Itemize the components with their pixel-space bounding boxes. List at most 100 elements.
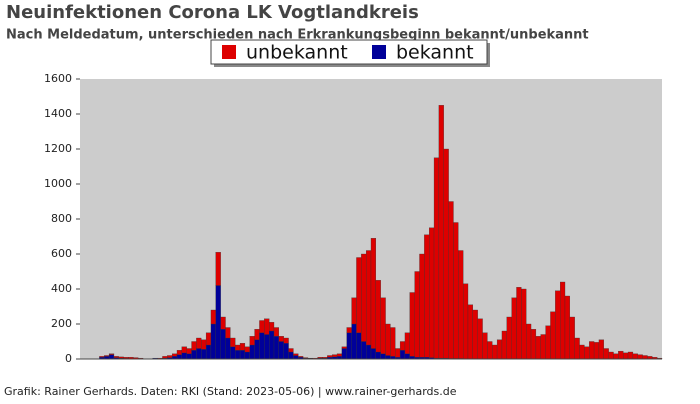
bar-segment [293,356,298,360]
chart-title: Neuinfektionen Corona LK Vogtlandkreis [6,2,419,23]
bar-segment [458,251,463,359]
bar-segment [264,319,269,335]
bar-segment [177,350,182,354]
bar-segment [405,354,410,359]
bar-segment [230,338,235,347]
bar-segment [289,349,294,353]
bar-segment [371,238,376,348]
bar-segment [221,329,226,359]
bar-segment [473,310,478,359]
bar-segment [575,338,580,359]
bar-segment [395,349,400,358]
bar-segment [546,326,551,359]
bar-segment [109,355,114,359]
bar-segment [560,282,565,359]
y-tick-label: 400 [51,282,72,295]
bar-segment [250,345,255,359]
bar-segment [352,324,357,359]
bar-segment [444,149,449,358]
bar-segment [289,352,294,359]
bar-segment [366,251,371,346]
bar-segment [361,342,366,360]
bar-segment [386,324,391,356]
y-tick-label: 1000 [44,177,72,190]
bar-segment [250,336,255,345]
bar-segment [323,357,328,358]
bar-segment [274,336,279,359]
bar-segment [453,223,458,359]
bar-segment [463,284,468,359]
bar-segment [487,342,492,360]
bar-segment [400,350,405,359]
bar-segment [497,340,502,359]
bar-segment [424,235,429,358]
bar-segment [381,298,386,354]
bar-segment [284,343,289,359]
bar-segment [521,289,526,359]
bar-segment [410,293,415,357]
bar-segment [541,335,546,360]
bar-segment [187,349,192,354]
bar-segment [240,343,245,350]
bar-segment [390,328,395,357]
bar-segment [274,328,279,337]
bar-segment [643,356,648,360]
bar-segment [99,356,104,357]
bar-segment [332,355,337,357]
bar-segment [536,336,541,359]
y-tick-label: 1200 [44,142,72,155]
bar-segment [512,298,517,359]
y-tick-label: 0 [65,352,72,365]
bar-segment [599,340,604,359]
bar-segment [352,298,357,324]
bar-segment [366,345,371,359]
bar-segment [196,338,201,349]
bar-segment [483,333,488,359]
bar-segment [570,317,575,359]
bar-segment [230,347,235,359]
bar-segment [279,342,284,360]
bar-segment [526,324,531,359]
bar-segment [594,342,599,359]
bar-segment [589,342,594,360]
bar-segment [623,353,628,359]
bar-segment [361,254,366,342]
bar-segment [259,333,264,359]
y-tick-label: 1600 [44,72,72,85]
bar-segment [415,272,420,358]
bar-segment [565,296,570,359]
bar-segment [206,345,211,359]
legend-label: bekannt [396,42,474,64]
y-tick-label: 1400 [44,107,72,120]
bar-segment [245,352,250,359]
bar-segment [255,329,260,340]
bar-segment [604,349,609,360]
bar-segment [119,357,124,358]
bar-segment [192,350,197,359]
bar-segment [245,347,250,352]
bar-segment [405,333,410,354]
bar-segment [216,286,221,360]
bar-segment [584,347,589,359]
bar-segment [531,329,536,359]
bar-segment [182,347,187,353]
bar-segment [177,355,182,359]
bar-segment [386,356,391,360]
bar-segment [550,312,555,359]
bar-segment [618,351,623,359]
bar-segment [211,310,216,324]
bar-segment [449,202,454,359]
bar-segment [201,349,206,359]
bar-segment [609,352,614,359]
bar-segment [264,335,269,360]
bar-segment [279,336,284,341]
bar-segment [129,357,134,358]
bar-segment [196,349,201,360]
bar-segment [221,317,226,329]
bar-segment [226,338,231,359]
legend-swatch [372,45,386,59]
bar-segment [400,342,405,351]
bar-segment [293,354,298,356]
bar-segment [235,350,240,359]
bar-segment [269,322,274,331]
